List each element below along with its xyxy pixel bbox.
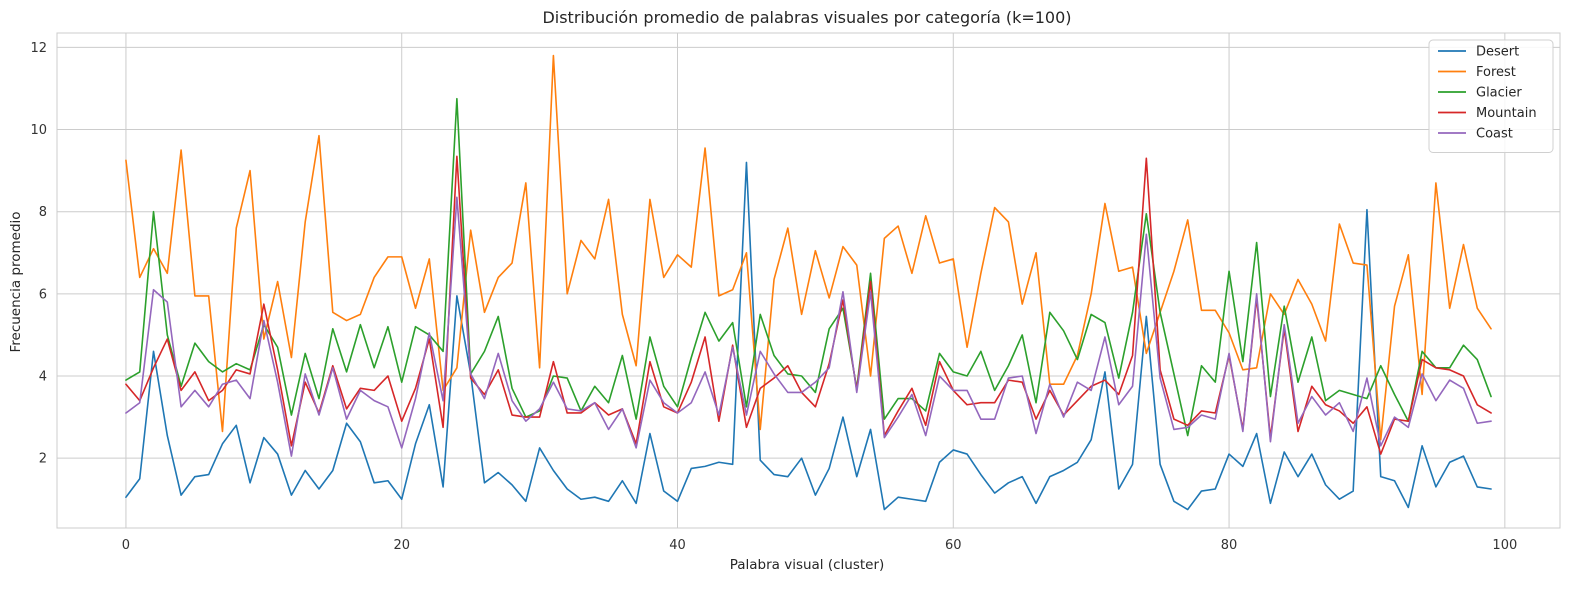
legend-label-desert: Desert <box>1476 45 1519 60</box>
legend-label-forest: Forest <box>1476 65 1516 80</box>
series-line-glacier <box>125 97 1492 437</box>
plot-area-frame <box>56 32 1561 529</box>
series-line-coast <box>125 196 1492 457</box>
x-axis-ticks: 0 20 40 60 80 100 <box>122 538 1517 553</box>
y-tick-label: 10 <box>30 123 47 138</box>
x-tick-label: 100 <box>1492 538 1517 553</box>
legend-label-mountain: Mountain <box>1476 106 1537 121</box>
x-tick-label: 60 <box>945 538 962 553</box>
x-tick-label: 40 <box>669 538 686 553</box>
y-axis-label: Frecuencia promedio <box>8 211 24 352</box>
x-tick-label: 80 <box>1221 538 1238 553</box>
y-axis-ticks: 2 4 6 8 10 12 <box>30 41 47 467</box>
legend-label-coast: Coast <box>1476 127 1513 142</box>
y-tick-label: 6 <box>39 287 47 302</box>
y-tick-label: 2 <box>39 452 47 467</box>
legend-label-glacier: Glacier <box>1476 86 1522 101</box>
x-tick-label: 0 <box>122 538 130 553</box>
series-line-forest <box>125 54 1492 441</box>
y-tick-label: 12 <box>30 41 47 56</box>
y-tick-label: 8 <box>39 205 47 220</box>
x-tick-label: 20 <box>393 538 410 553</box>
y-tick-label: 4 <box>39 370 47 385</box>
series-lines <box>125 54 1492 511</box>
legend-box <box>1428 39 1554 153</box>
x-axis-label: Palabra visual (cluster) <box>730 557 885 573</box>
chart-title: Distribución promedio de palabras visual… <box>542 8 1071 27</box>
series-line-desert <box>125 161 1492 511</box>
legend: Desert Forest Glacier Mountain Coast <box>1428 39 1554 153</box>
